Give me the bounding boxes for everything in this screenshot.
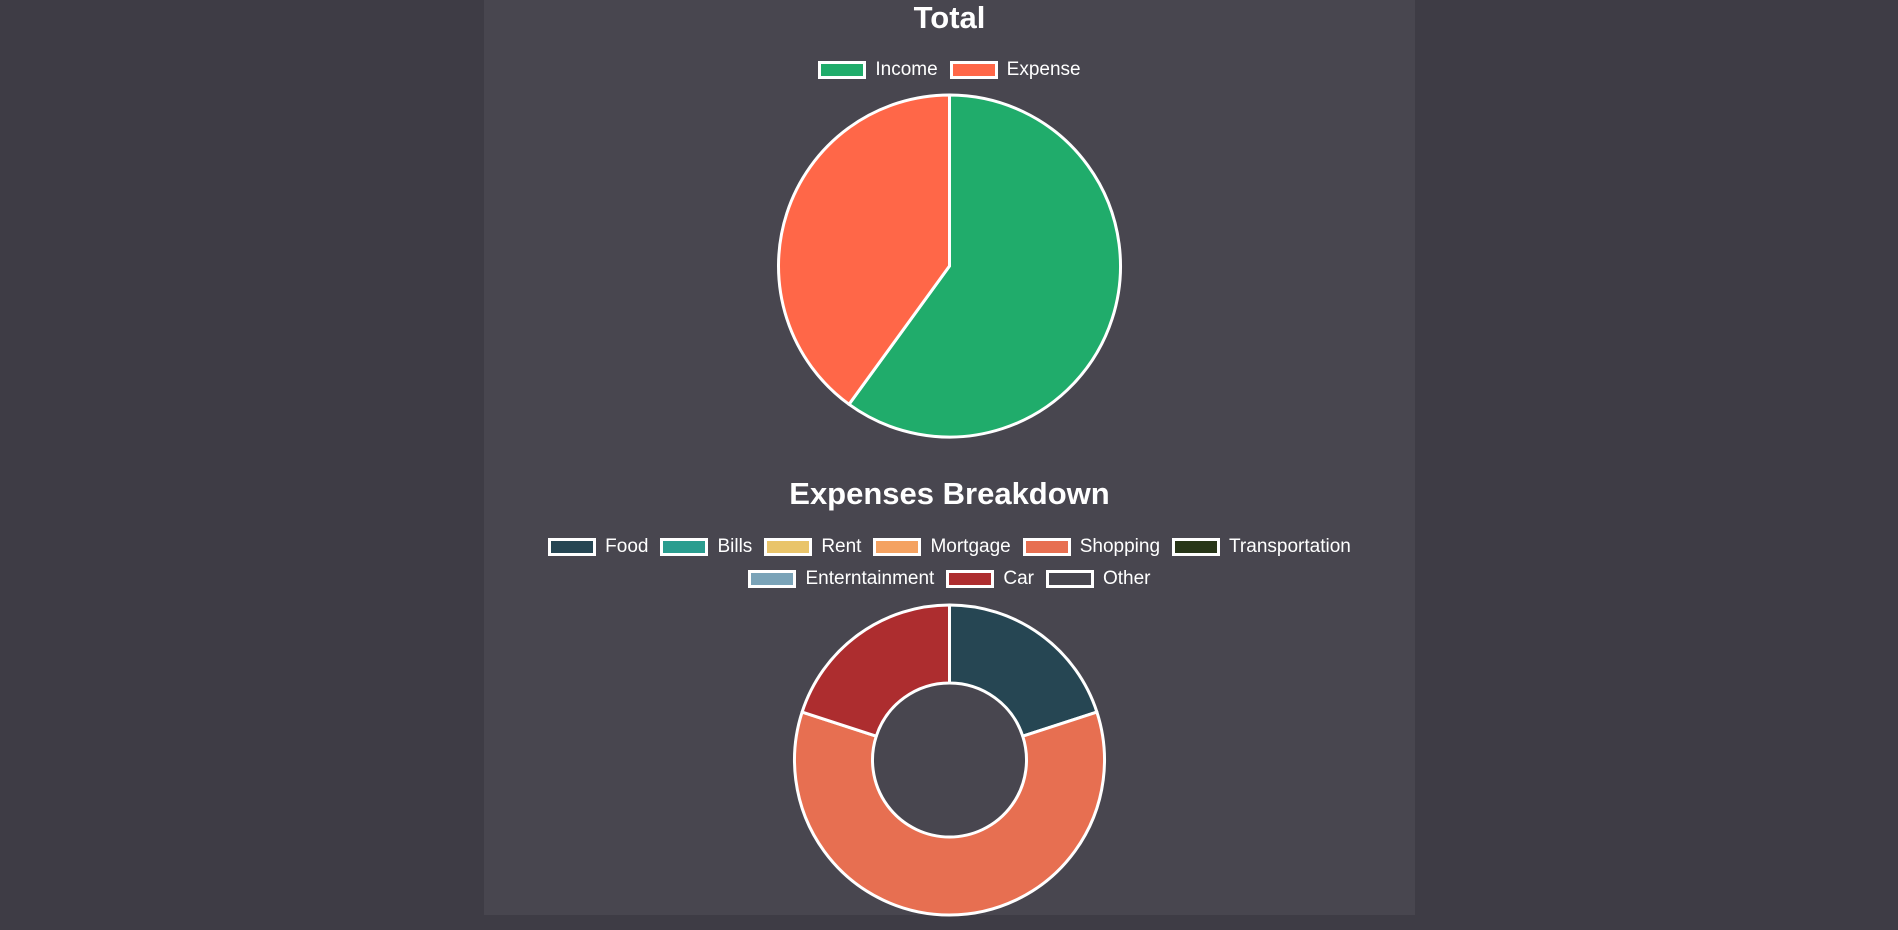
legend-item-transportation[interactable]: Transportation [1172, 535, 1351, 559]
doughnut-slice-food[interactable] [948, 603, 1099, 738]
legend-label-other: Other [1102, 568, 1151, 589]
legend-item-car[interactable]: Car [946, 567, 1034, 591]
legend-item-expense[interactable]: Expense [949, 58, 1081, 82]
legend-item-shopping[interactable]: Shopping [1022, 535, 1161, 559]
total-pie-chart [777, 93, 1122, 439]
legend-swatch-mortgage [873, 538, 922, 556]
legend-label-mortgage: Mortgage [930, 536, 1011, 557]
legend-swatch-other [1045, 570, 1094, 588]
expenses-chart-title: Expenses Breakdown [789, 476, 1110, 511]
legend-label-expense: Expense [1006, 59, 1081, 80]
pie-slice-income[interactable] [847, 93, 1122, 439]
doughnut-slice-car[interactable] [800, 603, 951, 738]
legend-item-rent[interactable]: Rent [764, 535, 861, 559]
legend-swatch-food [548, 538, 597, 556]
legend-label-enterntainment: Enterntainment [805, 568, 935, 589]
legend-swatch-car [946, 570, 995, 588]
legend-label-shopping: Shopping [1079, 536, 1161, 557]
legend-label-bills: Bills [717, 536, 753, 557]
legend-swatch-enterntainment [748, 570, 797, 588]
expenses-doughnut-chart [793, 603, 1106, 917]
legend-swatch-rent [764, 538, 813, 556]
legend-item-bills[interactable]: Bills [660, 535, 752, 559]
charts-panel: Total Income Expense Expenses Breakdown F… [484, 0, 1415, 917]
legend-label-food: Food [605, 536, 649, 557]
legend-label-transportation: Transportation [1229, 536, 1351, 557]
legend-swatch-transportation [1172, 538, 1221, 556]
legend-item-enterntainment[interactable]: Enterntainment [748, 567, 934, 591]
legend-swatch-bills [660, 538, 709, 556]
legend-label-income: Income [875, 59, 938, 80]
legend-label-car: Car [1003, 568, 1034, 589]
legend-item-income[interactable]: Income [818, 58, 938, 82]
total-chart-legend: Income Expense [484, 58, 1415, 82]
pie-slice-expense[interactable] [777, 93, 951, 406]
legend-item-mortgage[interactable]: Mortgage [873, 535, 1011, 559]
total-chart-title: Total [913, 0, 986, 35]
legend-item-food[interactable]: Food [548, 535, 648, 559]
doughnut-slice-shopping[interactable] [793, 710, 1106, 917]
legend-label-rent: Rent [821, 536, 862, 557]
legend-swatch-shopping [1022, 538, 1071, 556]
expenses-chart-legend: Food Bills Rent Mortgage Shopping Transportat… [484, 535, 1415, 591]
legend-swatch-income [818, 61, 867, 79]
legend-item-other[interactable]: Other [1045, 567, 1151, 591]
legend-swatch-expense [949, 61, 998, 79]
